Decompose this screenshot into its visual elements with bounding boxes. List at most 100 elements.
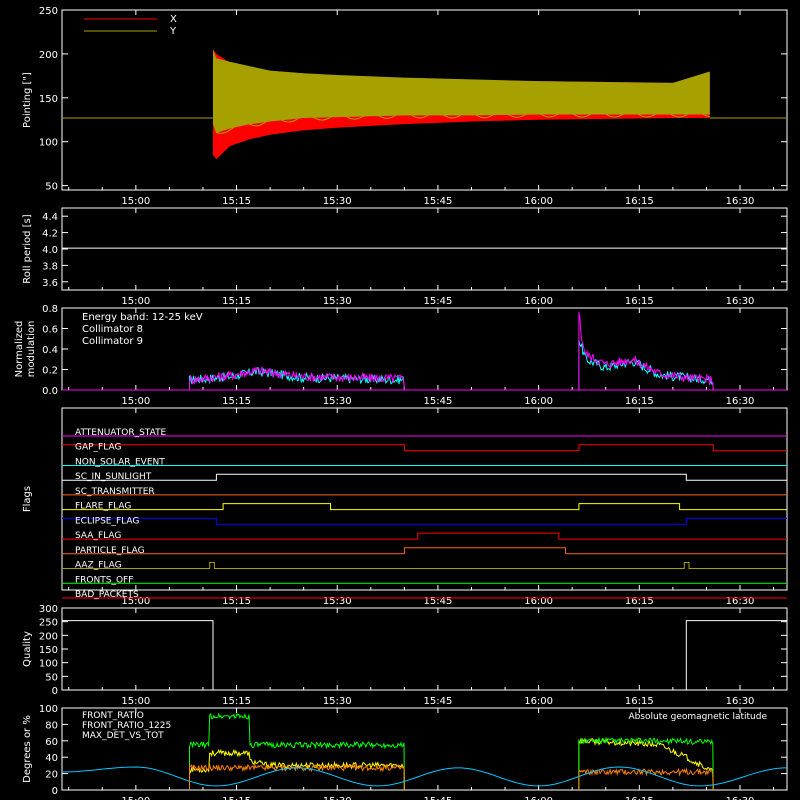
x-tick-label: 15:45 <box>424 796 453 800</box>
x-tick-label: 16:30 <box>726 796 755 800</box>
y-axis-label: Flags <box>22 486 33 512</box>
flag-label-saa-flag: SAA_FLAG <box>75 531 121 541</box>
pointing-y-edge <box>212 111 710 134</box>
flag-line-eclipse-flag <box>62 517 787 525</box>
y-tick-label: 3.6 <box>42 278 58 289</box>
x-tick-label: 16:30 <box>726 596 755 607</box>
y-tick-label: 4.0 <box>42 245 58 256</box>
y-tick-label: 0.8 <box>42 304 58 315</box>
y-tick-label: 200 <box>39 50 58 61</box>
y-tick-label: 60 <box>45 737 58 748</box>
x-tick-label: 15:45 <box>424 696 453 707</box>
y-tick-label: 300 <box>39 604 58 615</box>
y-tick-label: 100 <box>39 138 58 149</box>
quality-line <box>62 620 787 691</box>
x-tick-label: 16:30 <box>726 696 755 707</box>
modulation-legend-0: Collimator 8 <box>82 324 143 335</box>
flags-panel: 15:00 15:15 15:30 15:45 16:00 16:15 16:30 Flags… <box>22 407 788 607</box>
x-tick-label: 15:15 <box>222 696 251 707</box>
geomagnetic-latitude-label: Absolute geomagnetic latitude <box>628 712 767 722</box>
y-tick-label: 0.6 <box>42 325 58 336</box>
ratio-legend-0: FRONT_RATIO <box>82 711 144 721</box>
y-tick-label: 80 <box>45 720 58 731</box>
pointing-panel: 15:00 15:15 15:30 15:45 16:00 16:15 16:30 Point… <box>22 6 788 207</box>
flag-line-aaz-flag <box>62 562 787 569</box>
panel-frame <box>61 707 788 791</box>
modulation-series-1 <box>189 365 405 391</box>
modulation-panel: 15:00 15:15 15:30 15:45 16:00 16:15 16:30 Norma… <box>14 304 788 407</box>
x-tick-label: 15:30 <box>323 596 352 607</box>
y-tick-label: 100 <box>39 659 58 670</box>
roll-period-panel: 15:00 15:15 15:30 15:45 16:00 16:15 16:30 Roll … <box>22 207 788 307</box>
x-tick-label: 15:30 <box>323 196 352 207</box>
ratio-panel: 15:00 15:15 15:30 15:45 16:00 16:15 16:30 Degre… <box>22 704 788 800</box>
x-tick-label: 16:00 <box>524 396 553 407</box>
flag-label-flare-flag: FLARE_FLAG <box>75 502 131 512</box>
ratio-series-2 <box>578 767 714 791</box>
y-axis-label: Pointing ["] <box>22 72 33 128</box>
ratio-legend-1: FRONT_RATIO_1225 <box>82 721 171 731</box>
pointing-band-y <box>213 49 710 133</box>
x-tick-label: 15:00 <box>121 596 150 607</box>
x-tick-label: 16:15 <box>625 396 654 407</box>
flag-label-non-solar-event: NON_SOLAR_EVENT <box>75 457 165 467</box>
x-tick-label: 15:00 <box>121 796 150 800</box>
modulation-series-1 <box>578 311 714 391</box>
x-tick-label: 15:45 <box>424 296 453 307</box>
modulation-legend-1: Collimator 9 <box>82 336 143 347</box>
y-axis-label: Quality <box>22 631 33 667</box>
y-tick-label: 20 <box>45 770 58 781</box>
geomagnetic-latitude-line <box>61 766 787 787</box>
flag-label-sc-in-sunlight: SC_IN_SUNLIGHT <box>75 472 152 482</box>
x-tick-label: 15:15 <box>222 596 251 607</box>
flag-line-sc-in-sunlight <box>62 473 787 481</box>
x-tick-label: 15:00 <box>121 296 150 307</box>
flag-line-particle-flag <box>62 547 787 555</box>
y-tick-label: 0.4 <box>42 345 58 356</box>
legend-label-y: Y <box>169 26 177 37</box>
y-axis-label: Roll period [s] <box>22 214 33 283</box>
x-tick-label: 15:45 <box>424 596 453 607</box>
y-tick-label: 250 <box>39 618 58 629</box>
panel-frame <box>61 9 788 191</box>
x-tick-label: 16:00 <box>524 796 553 800</box>
x-tick-label: 15:15 <box>222 796 251 800</box>
x-tick-label: 16:15 <box>625 696 654 707</box>
ratio-series-2 <box>189 763 405 791</box>
x-tick-label: 15:30 <box>323 796 352 800</box>
y-tick-label: 4.2 <box>42 229 58 240</box>
y-tick-label: 0.2 <box>42 366 58 377</box>
flag-line-gap-flag <box>62 444 787 452</box>
flag-label-particle-flag: PARTICLE_FLAG <box>75 546 145 556</box>
x-tick-label: 16:30 <box>726 196 755 207</box>
x-tick-label: 16:30 <box>726 396 755 407</box>
x-tick-label: 15:00 <box>121 196 150 207</box>
x-tick-label: 16:00 <box>524 196 553 207</box>
y-tick-label: 40 <box>45 753 58 764</box>
x-tick-label: 15:30 <box>323 396 352 407</box>
y-axis-label: Normalized modulation <box>14 321 37 378</box>
y-axis-label-line1: Normalized <box>14 321 25 378</box>
y-tick-label: 200 <box>39 631 58 642</box>
y-tick-label: 0.0 <box>42 386 58 397</box>
y-axis-label: Degrees or % <box>22 715 33 783</box>
x-tick-label: 15:00 <box>121 696 150 707</box>
flag-line-saa-flag <box>62 532 787 540</box>
ratio-legend-2: MAX_DET_VS_TOT <box>82 731 164 741</box>
flag-label-aaz-flag: AAZ_FLAG <box>75 561 122 571</box>
y-tick-label: 100 <box>39 704 58 715</box>
flag-label-bad-packets: BAD_PACKETS <box>75 590 139 600</box>
x-tick-label: 16:00 <box>524 696 553 707</box>
x-tick-label: 16:15 <box>625 196 654 207</box>
x-tick-label: 15:15 <box>222 296 251 307</box>
y-tick-label: 3.8 <box>42 261 58 272</box>
x-tick-label: 15:15 <box>222 196 251 207</box>
x-tick-label: 15:00 <box>121 396 150 407</box>
y-tick-label: 150 <box>39 94 58 105</box>
x-tick-label: 16:15 <box>625 596 654 607</box>
y-tick-label: 0 <box>52 686 58 697</box>
flag-label-eclipse-flag: ECLIPSE_FLAG <box>75 516 139 526</box>
y-tick-label: 50 <box>45 672 58 683</box>
x-tick-label: 15:45 <box>424 196 453 207</box>
